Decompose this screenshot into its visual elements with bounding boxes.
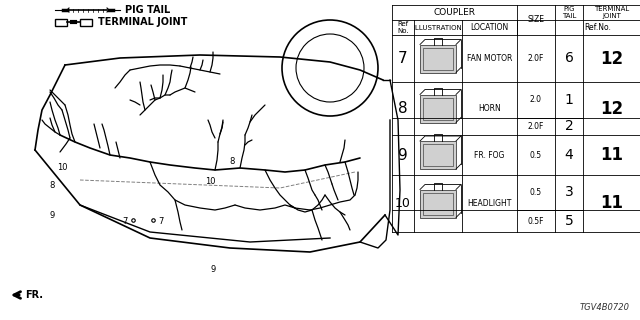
Text: COUPLER: COUPLER	[433, 8, 476, 17]
Bar	[420, 44, 456, 73]
Text: 0.5F: 0.5F	[528, 217, 544, 226]
Text: 0.5: 0.5	[530, 188, 542, 197]
Bar	[55, 19, 67, 26]
Text: 10: 10	[58, 164, 68, 172]
Text: HORN: HORN	[478, 104, 501, 113]
Text: ILLUSTRATION: ILLUSTRATION	[413, 25, 462, 30]
Text: HEADLIGHT: HEADLIGHT	[467, 199, 512, 208]
Bar	[423, 47, 453, 69]
Text: Ref
No.: Ref No.	[397, 21, 409, 34]
Text: PIG
TAIL: PIG TAIL	[562, 6, 576, 19]
Text: FR.: FR.	[25, 290, 43, 300]
Bar	[420, 189, 456, 218]
Text: 1: 1	[564, 93, 573, 107]
Text: 4: 4	[564, 148, 573, 162]
Text: 8: 8	[50, 180, 55, 189]
Text: 12: 12	[600, 50, 623, 68]
Text: SIZE: SIZE	[527, 15, 545, 25]
Text: 7: 7	[158, 218, 163, 227]
Text: FR. FOG: FR. FOG	[474, 150, 505, 159]
Text: 12: 12	[600, 100, 623, 117]
Text: 8: 8	[398, 101, 408, 116]
Text: 11: 11	[600, 195, 623, 212]
Text: 3: 3	[564, 186, 573, 199]
Text: 5: 5	[564, 214, 573, 228]
Bar	[423, 144, 453, 166]
Text: 8: 8	[230, 157, 235, 166]
Text: LOCATION: LOCATION	[470, 23, 509, 32]
Text: 2.0F: 2.0F	[528, 122, 544, 131]
Text: 9: 9	[211, 265, 216, 274]
Text: TERMINAL
JOINT: TERMINAL JOINT	[594, 6, 629, 19]
Bar	[423, 98, 453, 119]
Bar	[420, 94, 456, 123]
Text: 6: 6	[564, 52, 573, 66]
Text: 7: 7	[123, 218, 128, 227]
Text: PIG TAIL: PIG TAIL	[125, 5, 170, 15]
Bar	[423, 193, 453, 214]
Text: TERMINAL JOINT: TERMINAL JOINT	[98, 17, 188, 27]
Text: 7: 7	[398, 51, 408, 66]
Text: 2.0: 2.0	[530, 95, 542, 105]
Bar	[80, 19, 92, 26]
Text: Ref.No.: Ref.No.	[584, 23, 611, 32]
Text: TGV4B0720: TGV4B0720	[580, 303, 630, 312]
Text: 2.0F: 2.0F	[528, 54, 544, 63]
Text: 10: 10	[395, 197, 411, 210]
Text: FAN MOTOR: FAN MOTOR	[467, 54, 512, 63]
Bar	[420, 141, 456, 169]
Text: 11: 11	[600, 146, 623, 164]
Text: 9: 9	[50, 211, 55, 220]
Text: 9: 9	[398, 148, 408, 163]
Text: 10: 10	[205, 178, 216, 187]
Text: 0.5: 0.5	[530, 150, 542, 159]
Text: 2: 2	[564, 119, 573, 133]
